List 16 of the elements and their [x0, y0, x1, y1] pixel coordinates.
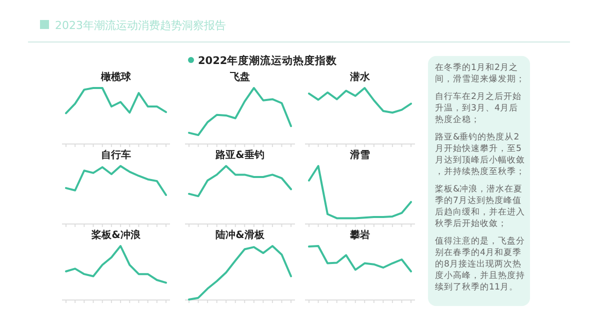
chart-title: 攀岩: [349, 229, 370, 241]
chart-title: 滑雪: [349, 149, 370, 161]
text: 2022年度潮流运动热度指数: [198, 54, 338, 67]
chart-title: 飞盘: [229, 71, 250, 83]
chart-title: 路亚&垂钓: [214, 149, 264, 161]
chart-title: 潜水: [349, 71, 371, 83]
chart-title: 陆冲&滑板: [216, 229, 266, 241]
text: 2023年潮流运动消费趋势洞察报告: [55, 19, 226, 32]
text: 值得注意的是，飞盘分别在春季的4月和夏季的8月接连出现两次热度小高峰，并且热度持续到了秋季的11月。: [435, 236, 525, 292]
chart-title: 橄榄球: [100, 71, 132, 83]
text: 桨板&冲浪，潜水在夏季的7月达到热度峰值后趋向缓和，并在进入秋季后开始收敛；: [435, 184, 525, 229]
text: 自行车在2月之后开始升温，到3月、4月后热度企稳；: [435, 91, 522, 125]
text: 在冬季的1月和2月之间，滑雪迎来爆发期；: [435, 62, 525, 84]
chart-title: 自行车: [101, 149, 131, 161]
chart-title: 桨板&冲浪: [90, 229, 142, 241]
text: 路亚&垂钓的热度从2月开始快速攀升，至5月达到顶峰后小幅收敛，并持续热度至秋季；: [435, 132, 525, 177]
